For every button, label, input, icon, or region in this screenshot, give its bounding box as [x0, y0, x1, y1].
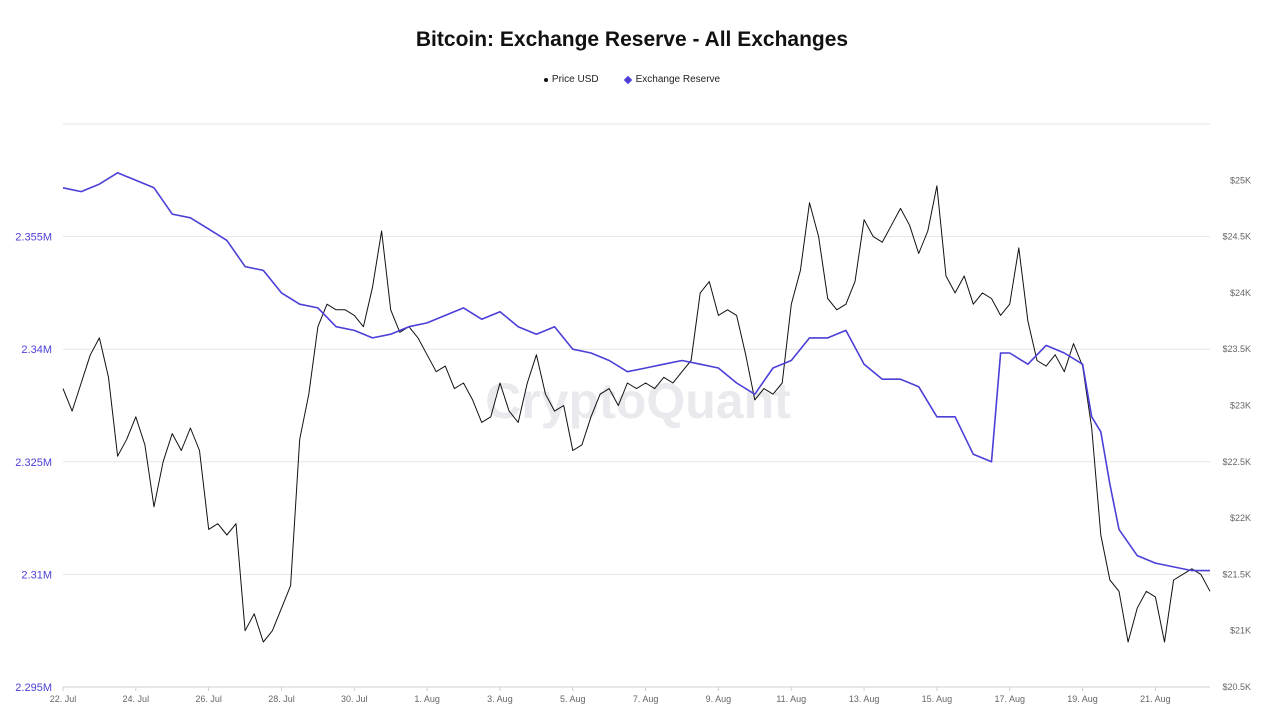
x-tick-label: 7. Aug	[633, 694, 659, 704]
legend-label-reserve: Exchange Reserve	[635, 74, 721, 85]
x-tick-label: 24. Jul	[123, 694, 150, 704]
x-tick-label: 17. Aug	[994, 694, 1025, 704]
legend-marker-price	[543, 77, 548, 82]
legend-item-price[interactable]: Price USD	[543, 74, 599, 85]
x-tick-label: 30. Jul	[341, 694, 368, 704]
chart-title: Bitcoin: Exchange Reserve - All Exchange…	[415, 28, 849, 51]
x-tick-label: 19. Aug	[1067, 694, 1098, 704]
x-tick-label: 9. Aug	[706, 694, 732, 704]
legend-item-reserve[interactable]: Exchange Reserve	[623, 74, 721, 85]
y-right-tick-label: $23.5K	[1222, 344, 1251, 354]
y-right-tick-label: $21K	[1230, 626, 1251, 636]
y-right-tick-label: $20.5K	[1222, 682, 1251, 692]
y-left-tick-label: 2.295M	[15, 682, 52, 694]
x-tick-label: 22. Jul	[50, 694, 77, 704]
y-right-tick-label: $25K	[1230, 175, 1251, 185]
y-right-tick-label: $22K	[1230, 513, 1251, 523]
legend-label-price: Price USD	[551, 74, 599, 85]
series-line-exchange-reserve	[62, 172, 1210, 572]
y-right-tick-label: $22.5K	[1222, 457, 1251, 467]
x-tick-label: 13. Aug	[849, 694, 880, 704]
y-left-tick-label: 2.355M	[15, 232, 52, 244]
watermark: CryptoQuant	[485, 373, 791, 429]
y-left-tick-label: 2.34M	[21, 344, 52, 356]
x-tick-label: 5. Aug	[560, 694, 586, 704]
x-tick-label: 28. Jul	[268, 694, 295, 704]
legend: Price USD Exchange Reserve	[0, 74, 1264, 85]
y-right-tick-label: $24.5K	[1222, 232, 1251, 242]
y-right-tick-label: $21.5K	[1222, 569, 1251, 579]
y-right-tick-label: $23K	[1230, 401, 1251, 411]
y-left-tick-label: 2.31M	[21, 569, 52, 581]
x-tick-label: 1. Aug	[414, 694, 440, 704]
x-tick-label: 11. Aug	[776, 694, 806, 704]
series-line-price	[62, 185, 1211, 643]
y-left-tick-label: 2.325M	[15, 457, 52, 469]
x-tick-label: 3. Aug	[487, 694, 513, 704]
x-tick-label: 26. Jul	[195, 694, 222, 704]
x-tick-label: 21. Aug	[1140, 694, 1171, 704]
y-right-tick-label: $24K	[1230, 288, 1251, 298]
x-tick-label: 15. Aug	[922, 694, 953, 704]
